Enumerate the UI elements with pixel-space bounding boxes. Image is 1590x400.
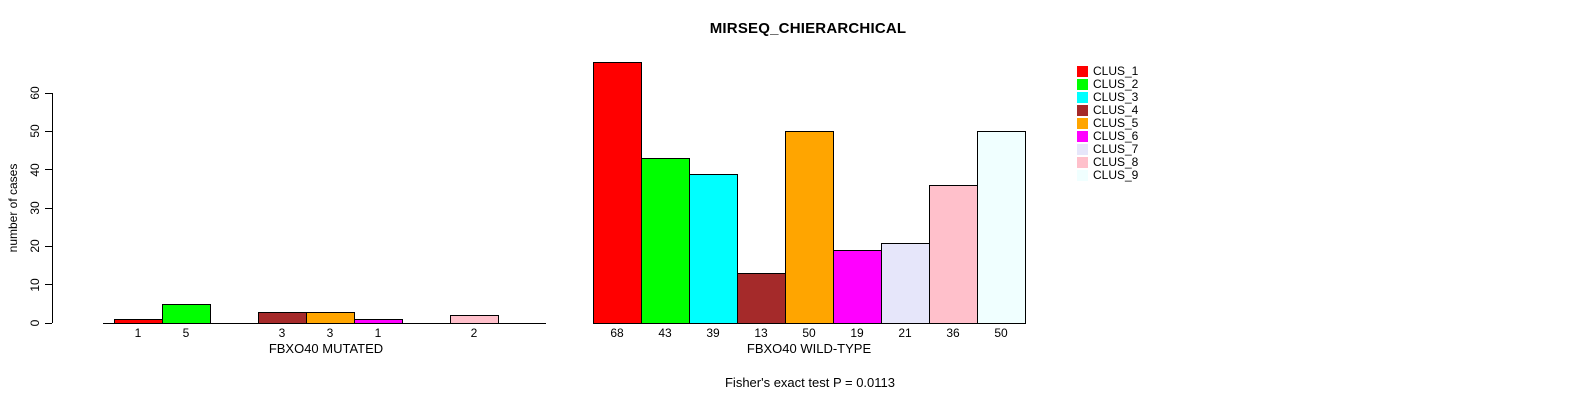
legend-label: CLUS_4 xyxy=(1093,103,1139,117)
legend-item-clus_3: CLUS_3 xyxy=(1077,91,1138,104)
legend-label: CLUS_2 xyxy=(1093,77,1139,91)
legend-swatch xyxy=(1077,157,1088,168)
legend-swatch xyxy=(1077,79,1088,90)
x-axis-label-wildtype: FBXO40 WILD-TYPE xyxy=(746,341,872,356)
bar-value-label: 13 xyxy=(754,326,768,340)
bar-value-label: 1 xyxy=(134,326,142,340)
bar-value-label: 68 xyxy=(610,326,624,340)
y-tick xyxy=(45,245,52,247)
bar-value-label: 3 xyxy=(278,326,286,340)
legend-swatch xyxy=(1077,92,1088,103)
bar-value-label: 50 xyxy=(802,326,816,340)
y-axis-line xyxy=(52,93,53,323)
x-axis-label-mutated: FBXO40 MUTATED xyxy=(268,341,384,356)
legend-swatch xyxy=(1077,131,1088,142)
legend-swatch xyxy=(1077,144,1088,155)
legend-swatch xyxy=(1077,105,1088,116)
legend-swatch xyxy=(1077,170,1088,181)
bar-clus_1 xyxy=(593,62,642,324)
bar-clus_2 xyxy=(162,303,211,324)
legend-item-clus_6: CLUS_6 xyxy=(1077,130,1138,143)
legend-item-clus_2: CLUS_2 xyxy=(1077,78,1138,91)
bar-clus_8 xyxy=(929,185,978,324)
y-tick xyxy=(45,322,52,324)
legend-item-clus_9: CLUS_9 xyxy=(1077,169,1138,182)
y-tick xyxy=(45,284,52,286)
bar-value-label: 21 xyxy=(898,326,912,340)
legend-item-clus_1: CLUS_1 xyxy=(1077,65,1138,78)
y-tick xyxy=(45,130,52,132)
chart-title: MIRSEQ_CHIERARCHICAL xyxy=(709,20,907,37)
bar-clus_5 xyxy=(306,311,355,324)
bar-value-label: 36 xyxy=(946,326,960,340)
fisher-test-annotation: Fisher's exact test P = 0.0113 xyxy=(724,375,896,390)
legend-label: CLUS_7 xyxy=(1093,142,1139,156)
legend-item-clus_8: CLUS_8 xyxy=(1077,156,1138,169)
legend-item-clus_5: CLUS_5 xyxy=(1077,117,1138,130)
legend-label: CLUS_5 xyxy=(1093,116,1139,130)
legend-swatch xyxy=(1077,66,1088,77)
bar-clus_5 xyxy=(785,131,834,324)
bar-clus_9 xyxy=(977,131,1026,324)
bar-value-label: 1 xyxy=(374,326,382,340)
bar-value-label: 5 xyxy=(182,326,190,340)
legend-item-clus_7: CLUS_7 xyxy=(1077,143,1138,156)
y-tick xyxy=(45,92,52,94)
legend-label: CLUS_6 xyxy=(1093,129,1139,143)
legend-label: CLUS_9 xyxy=(1093,168,1139,182)
bar-clus_8 xyxy=(450,315,499,324)
bar-clus_6 xyxy=(354,319,403,324)
y-tick xyxy=(45,207,52,209)
bar-value-label: 3 xyxy=(326,326,334,340)
legend-swatch xyxy=(1077,118,1088,129)
bar-value-label: 39 xyxy=(706,326,720,340)
legend-label: CLUS_8 xyxy=(1093,155,1139,169)
legend-label: CLUS_3 xyxy=(1093,90,1139,104)
bar-value-label: 43 xyxy=(658,326,672,340)
bar-value-label: 50 xyxy=(994,326,1008,340)
bar-clus_3 xyxy=(689,173,738,324)
bar-value-label: 2 xyxy=(470,326,478,340)
y-tick xyxy=(45,169,52,171)
legend-label: CLUS_1 xyxy=(1093,64,1139,78)
legend-item-clus_4: CLUS_4 xyxy=(1077,104,1138,117)
bar-value-label: 19 xyxy=(850,326,864,340)
bar-clus_6 xyxy=(833,250,882,324)
